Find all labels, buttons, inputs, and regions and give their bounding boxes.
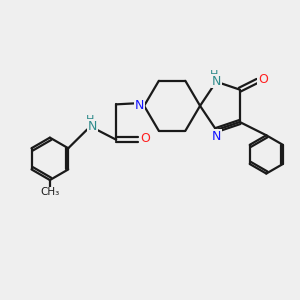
Text: H: H <box>210 70 218 80</box>
Text: CH₃: CH₃ <box>40 188 59 197</box>
Text: N: N <box>135 99 144 112</box>
Text: N: N <box>212 75 221 88</box>
Text: N: N <box>88 120 97 133</box>
Text: O: O <box>140 132 150 145</box>
Text: O: O <box>258 73 268 86</box>
Text: H: H <box>86 115 94 125</box>
Text: N: N <box>212 130 221 143</box>
